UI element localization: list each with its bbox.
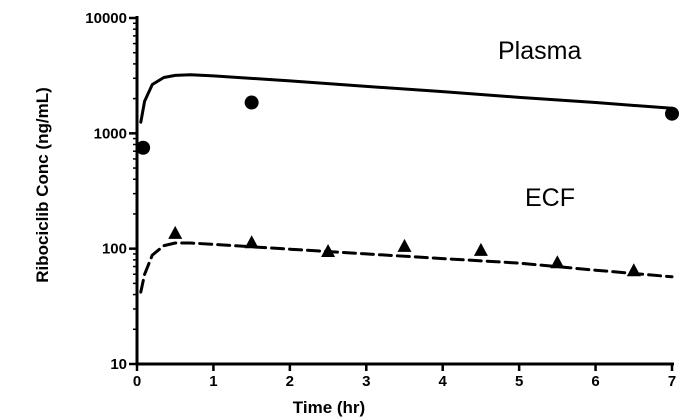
x-tick-label: 7 [668, 373, 676, 390]
ecf-point [626, 263, 641, 277]
x-tick-label: 5 [515, 373, 523, 390]
ecf-point [473, 242, 488, 256]
plasma-point [665, 106, 679, 121]
x-tick-label: 6 [591, 373, 599, 390]
y-tick-label: 10 [110, 356, 127, 373]
ecf-point [321, 243, 336, 257]
x-tick-label: 1 [209, 373, 217, 390]
y-tick-label: 10000 [85, 10, 127, 27]
y-axis-title: Ribociclib Conc (ng/mL) [33, 87, 52, 283]
series-label-plasma: Plasma [498, 37, 581, 65]
y-tick-label: 1000 [94, 125, 127, 142]
x-tick-label: 3 [362, 373, 370, 390]
fit-lines [139, 73, 674, 294]
plasma-point [136, 140, 151, 155]
data-markers [136, 95, 679, 277]
x-axis-title: Time (hr) [293, 398, 365, 417]
series-label-ecf: ECF [525, 184, 575, 212]
y-tick-label: 100 [102, 241, 127, 258]
ecf-point [244, 235, 259, 249]
ticks: 0 1 2 3 4 5 6 7 10 100 1000 10000 [85, 10, 676, 390]
x-tick-label: 2 [286, 373, 294, 390]
plasma-fit-line [139, 73, 674, 124]
plasma-point [244, 95, 259, 110]
ecf-point [397, 238, 412, 252]
x-tick-label: 4 [439, 373, 448, 390]
ecf-point [550, 255, 565, 269]
x-tick-label: 0 [133, 373, 141, 390]
ecf-fit-line [139, 241, 674, 294]
ecf-point [168, 225, 183, 239]
axes [135, 16, 674, 366]
